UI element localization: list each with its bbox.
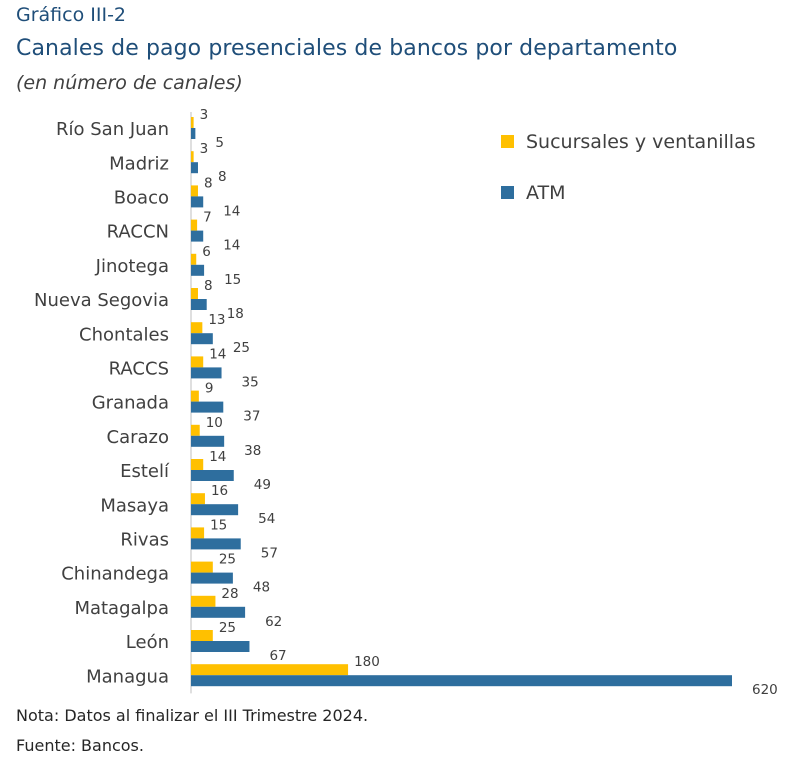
value-label-sucursales-nueva-segovia: 8: [204, 278, 213, 294]
legend-label-atm: ATM: [526, 182, 566, 204]
bar-sucursales-carazo: [191, 424, 200, 436]
value-label-atm-esteli: 49: [254, 477, 271, 493]
value-label-atm-madriz: 8: [218, 169, 227, 185]
chart-subtitle: (en número de canales): [16, 72, 243, 94]
category-label-nueva-segovia: Nueva Segovia: [34, 290, 169, 311]
bar-atm-raccn: [191, 230, 204, 242]
value-label-atm-chinandega: 48: [253, 580, 270, 596]
value-label-atm-masaya: 54: [258, 511, 275, 527]
bar-atm-madriz: [191, 162, 198, 174]
bar-atm-boaco: [191, 196, 204, 208]
bar-sucursales-jinotega: [191, 253, 197, 265]
value-label-atm-raccs: 35: [242, 374, 259, 390]
value-label-sucursales-matagalpa: 28: [221, 586, 238, 602]
value-label-atm-rivas: 57: [261, 545, 278, 561]
category-label-leon: León: [126, 632, 169, 653]
bar-sucursales-granada: [191, 390, 199, 402]
bar-sucursales-nueva-segovia: [191, 288, 198, 299]
category-label-raccs: RACCS: [109, 359, 169, 380]
bar-atm-leon: [191, 641, 250, 652]
value-label-sucursales-raccn: 7: [203, 210, 212, 226]
bar-sucursales-chinandega: [191, 561, 213, 573]
value-label-sucursales-raccs: 14: [209, 346, 226, 362]
category-label-rivas: Rivas: [120, 530, 169, 551]
legend-swatch-sucursales: [501, 135, 514, 148]
category-label-esteli: Estelí: [120, 461, 170, 482]
legend-label-sucursales: Sucursales y ventanillas: [526, 131, 756, 153]
bar-sucursales-chontales: [191, 322, 203, 334]
bar-atm-chontales: [191, 333, 213, 345]
category-label-granada: Granada: [92, 393, 169, 414]
chart-eyebrow: Gráfico III-2: [16, 4, 127, 26]
value-label-sucursales-leon: 25: [219, 620, 236, 636]
bar-atm-nueva-segovia: [191, 299, 207, 310]
value-label-sucursales-managua: 180: [354, 654, 380, 670]
bar-sucursales-raccn: [191, 219, 198, 231]
category-label-matagalpa: Matagalpa: [74, 598, 169, 619]
bar-sucursales-raccs: [191, 356, 204, 368]
value-label-atm-granada: 37: [243, 409, 260, 425]
category-label-jinotega: Jinotega: [95, 256, 169, 277]
value-label-atm-jinotega: 15: [224, 272, 241, 288]
value-label-atm-managua: 620: [752, 682, 778, 698]
value-label-atm-nueva-segovia: 18: [227, 306, 244, 322]
value-label-atm-rio-san-juan: 5: [215, 135, 224, 151]
value-label-sucursales-esteli: 14: [209, 449, 226, 465]
value-label-atm-carazo: 38: [244, 443, 261, 459]
bar-atm-masaya: [191, 504, 239, 516]
value-label-sucursales-masaya: 16: [211, 483, 228, 499]
bar-sucursales-esteli: [191, 459, 204, 470]
category-label-carazo: Carazo: [107, 427, 170, 448]
bar-atm-rio-san-juan: [191, 128, 196, 139]
bar-atm-esteli: [191, 470, 234, 481]
value-label-atm-leon: 67: [269, 648, 286, 664]
value-label-sucursales-rivas: 15: [210, 517, 227, 533]
value-label-sucursales-rio-san-juan: 3: [200, 107, 209, 123]
bar-atm-rivas: [191, 538, 241, 550]
chart-source: Fuente: Bancos.: [16, 736, 144, 755]
category-label-boaco: Boaco: [114, 188, 169, 209]
bar-sucursales-rio-san-juan: [191, 117, 194, 128]
legend-swatch-atm: [501, 186, 514, 199]
chart-note: Nota: Datos al finalizar el III Trimestr…: [16, 706, 369, 725]
value-label-sucursales-chontales: 13: [208, 312, 225, 328]
value-label-sucursales-boaco: 8: [204, 175, 213, 191]
value-label-atm-raccn: 14: [223, 238, 240, 254]
bar-sucursales-boaco: [191, 185, 198, 197]
value-label-sucursales-madriz: 3: [200, 141, 209, 157]
bar-atm-matagalpa: [191, 606, 246, 618]
bar-sucursales-leon: [191, 630, 213, 641]
bar-sucursales-managua: [191, 664, 349, 676]
bar-sucursales-madriz: [191, 151, 194, 163]
category-label-madriz: Madriz: [109, 153, 169, 174]
category-label-chontales: Chontales: [79, 324, 169, 345]
category-label-masaya: Masaya: [100, 495, 169, 516]
bar-atm-carazo: [191, 435, 225, 447]
chart-title: Canales de pago presenciales de bancos p…: [16, 36, 678, 61]
value-label-atm-matagalpa: 62: [265, 614, 282, 630]
value-label-atm-chontales: 25: [233, 340, 250, 356]
bar-sucursales-masaya: [191, 493, 205, 505]
category-label-rio-san-juan: Río San Juan: [56, 119, 169, 140]
category-label-managua: Managua: [86, 666, 169, 687]
category-label-chinandega: Chinandega: [61, 564, 169, 585]
bar-atm-managua: [191, 675, 732, 687]
value-label-atm-boaco: 14: [223, 203, 240, 219]
category-label-raccn: RACCN: [107, 222, 169, 243]
bar-atm-granada: [191, 401, 224, 413]
bar-sucursales-rivas: [191, 527, 205, 539]
bar-atm-raccs: [191, 367, 222, 379]
value-label-sucursales-carazo: 10: [206, 415, 223, 431]
bar-atm-chinandega: [191, 572, 233, 584]
value-label-sucursales-chinandega: 25: [219, 552, 236, 568]
value-label-sucursales-jinotega: 6: [202, 244, 211, 260]
bar-atm-jinotega: [191, 264, 205, 276]
bar-sucursales-matagalpa: [191, 595, 216, 607]
value-label-sucursales-granada: 9: [205, 381, 214, 397]
bar-chart: Río San Juan35Madriz38Boaco814RACCN714Ji…: [34, 107, 778, 698]
